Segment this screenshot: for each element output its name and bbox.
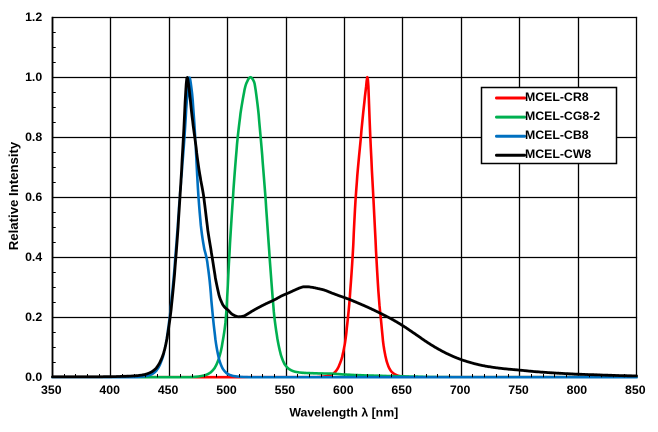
svg-text:550: 550 (275, 383, 296, 397)
svg-text:400: 400 (99, 383, 120, 397)
svg-text:650: 650 (391, 383, 412, 397)
svg-text:0.4: 0.4 (25, 250, 42, 264)
svg-text:700: 700 (450, 383, 471, 397)
svg-text:0.6: 0.6 (25, 190, 42, 204)
svg-text:1.2: 1.2 (25, 10, 42, 24)
svg-text:750: 750 (508, 383, 529, 397)
svg-text:0.0: 0.0 (25, 370, 42, 384)
svg-text:Relative Intensity: Relative Intensity (6, 141, 21, 250)
svg-text:1.0: 1.0 (25, 70, 42, 84)
svg-text:850: 850 (625, 383, 646, 397)
svg-text:Wavelength λ [nm]: Wavelength λ [nm] (289, 406, 398, 420)
svg-text:MCEL-CW8: MCEL-CW8 (525, 147, 591, 161)
svg-text:MCEL-CB8: MCEL-CB8 (525, 128, 589, 142)
svg-text:0.2: 0.2 (25, 310, 42, 324)
svg-text:MCEL-CR8: MCEL-CR8 (525, 90, 589, 104)
svg-text:500: 500 (216, 383, 237, 397)
svg-text:350: 350 (41, 383, 62, 397)
svg-text:600: 600 (333, 383, 354, 397)
svg-text:MCEL-CG8-2: MCEL-CG8-2 (525, 109, 600, 123)
svg-text:450: 450 (158, 383, 179, 397)
svg-text:800: 800 (567, 383, 588, 397)
svg-text:0.8: 0.8 (25, 130, 42, 144)
